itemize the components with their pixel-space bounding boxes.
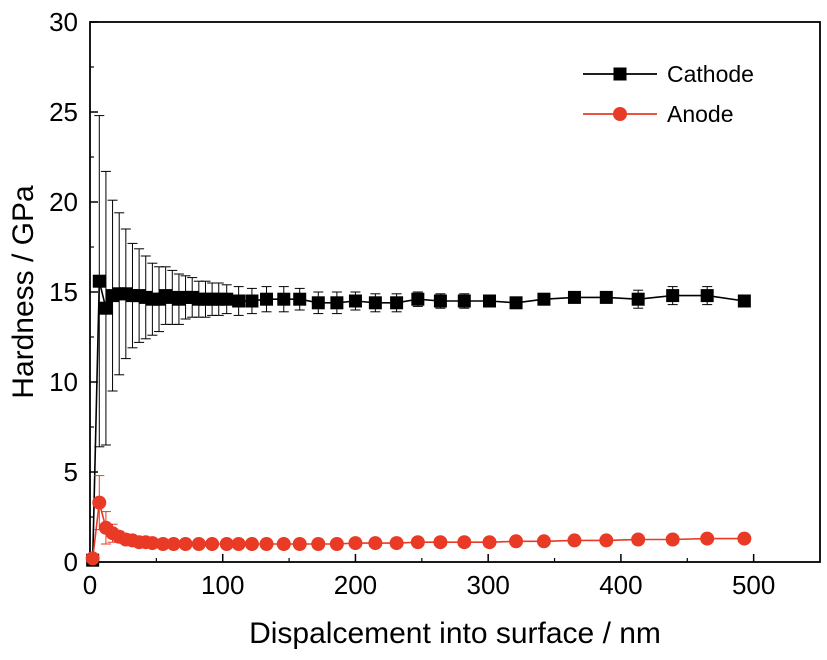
anode-point-37 [737, 531, 752, 546]
x-tick-label-5: 500 [732, 570, 775, 600]
anode-point-35 [665, 532, 680, 547]
y-tick-label-3: 15 [49, 277, 78, 307]
cathode-point-36 [537, 292, 551, 306]
y-tick-label-1: 5 [64, 457, 78, 487]
anode-point-26 [410, 535, 425, 550]
cathode-legend-marker [613, 67, 627, 81]
cathode-legend-label: Cathode [667, 61, 754, 87]
cathode-point-39 [631, 292, 645, 306]
anode-point-18 [259, 537, 274, 551]
cathode-line [91, 281, 745, 561]
anode-point-29 [482, 535, 497, 550]
x-tick-label-4: 400 [599, 570, 642, 600]
anode-point-1 [92, 495, 107, 510]
anode-point-16 [231, 537, 246, 551]
anode-point-23 [348, 536, 363, 551]
cathode-point-22 [245, 294, 259, 308]
cathode-point-32 [433, 294, 447, 308]
y-tick-label-0: 0 [64, 547, 78, 577]
cathode-point-29 [368, 296, 382, 310]
anode-point-10 [156, 537, 170, 551]
y-tick-label-2: 10 [49, 367, 78, 397]
cathode-point-30 [390, 296, 404, 310]
cathode-point-24 [277, 292, 291, 306]
y-tick-label-5: 25 [49, 97, 78, 127]
anode-point-22 [329, 537, 344, 551]
anode-point-28 [457, 535, 472, 550]
anode-point-36 [700, 531, 715, 546]
cathode-point-20 [220, 292, 234, 306]
x-tick-label-1: 100 [201, 570, 244, 600]
cathode-point-42 [737, 294, 751, 308]
cathode-point-27 [330, 296, 344, 310]
cathode-point-26 [311, 296, 325, 310]
x-tick-label-3: 300 [466, 570, 509, 600]
anode-point-9 [145, 536, 160, 551]
cathode-point-35 [509, 296, 523, 310]
anode-point-34 [631, 532, 646, 547]
cathode-series [86, 115, 751, 567]
series-layer [85, 115, 752, 567]
cathode-point-31 [411, 292, 425, 306]
anode-point-12 [178, 537, 193, 551]
cathode-point-23 [260, 292, 274, 306]
x-axis-title: Dispalcement into surface / nm [249, 617, 661, 650]
cathode-point-34 [483, 294, 497, 308]
anode-point-27 [433, 535, 448, 550]
anode-point-11 [166, 537, 181, 551]
legend: Cathode Anode [583, 61, 754, 127]
anode-point-21 [311, 537, 326, 551]
anode-point-15 [219, 537, 234, 551]
y-tick-label-4: 20 [49, 187, 78, 217]
cathode-point-1 [92, 274, 106, 288]
anode-point-25 [389, 536, 404, 551]
anode-point-31 [536, 534, 551, 549]
anode-point-30 [509, 534, 524, 549]
cathode-point-2 [99, 301, 113, 315]
anode-point-33 [599, 533, 614, 548]
cathode-point-25 [293, 292, 307, 306]
cathode-point-33 [457, 294, 471, 308]
cathode-point-28 [348, 294, 362, 308]
anode-point-32 [567, 533, 582, 548]
y-axis-title: Hardness / GPa [7, 185, 40, 399]
y-tick-label-6: 30 [49, 7, 78, 37]
anode-legend-label: Anode [667, 101, 734, 127]
cathode-point-37 [567, 290, 581, 304]
cathode-point-41 [700, 289, 714, 303]
x-tick-label-2: 200 [334, 570, 377, 600]
anode-legend-marker [613, 107, 627, 121]
anode-point-17 [244, 537, 259, 551]
cathode-point-40 [666, 289, 680, 303]
anode-point-14 [205, 537, 220, 551]
anode-line [91, 502, 745, 559]
anode-point-19 [276, 537, 291, 551]
axis-ticks-layer: 0 100 200 300 400 500 0 5 10 15 20 25 30 [49, 7, 775, 600]
anode-point-13 [191, 537, 206, 551]
anode-point-0 [85, 551, 100, 566]
x-tick-label-0: 0 [83, 570, 97, 600]
cathode-point-21 [232, 294, 246, 308]
anode-series [85, 475, 752, 566]
cathode-point-38 [599, 290, 613, 304]
anode-point-24 [368, 536, 383, 551]
anode-point-20 [292, 537, 307, 551]
